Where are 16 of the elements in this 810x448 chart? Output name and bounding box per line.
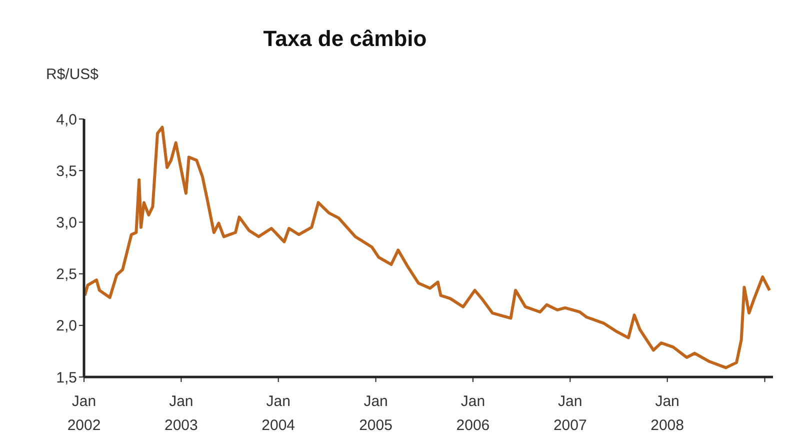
- y-tick-label: 3,5: [56, 162, 77, 180]
- x-tick-label: Jan 2008: [650, 393, 684, 434]
- x-tick-label: Jan 2002: [67, 393, 101, 434]
- y-tick-label: 4,0: [56, 111, 77, 128]
- x-tick-label: Jan 2005: [359, 393, 392, 434]
- y-tick-label: 2,5: [56, 266, 77, 284]
- x-tick-label: Jan 2003: [164, 393, 198, 434]
- x-tick-label: Jan 2006: [456, 393, 490, 434]
- chart-title: Taxa de câmbio: [262, 26, 428, 52]
- y-axis-title: R$/US$: [46, 66, 99, 83]
- y-tick-label: 1,5: [56, 369, 77, 386]
- line-series: [84, 126, 772, 370]
- y-tick-label: 3,0: [56, 214, 77, 232]
- x-tick-label: Jan 2007: [553, 393, 587, 434]
- y-tick-label: 2,0: [56, 318, 77, 335]
- x-tick-label: Jan 2004: [262, 393, 296, 434]
